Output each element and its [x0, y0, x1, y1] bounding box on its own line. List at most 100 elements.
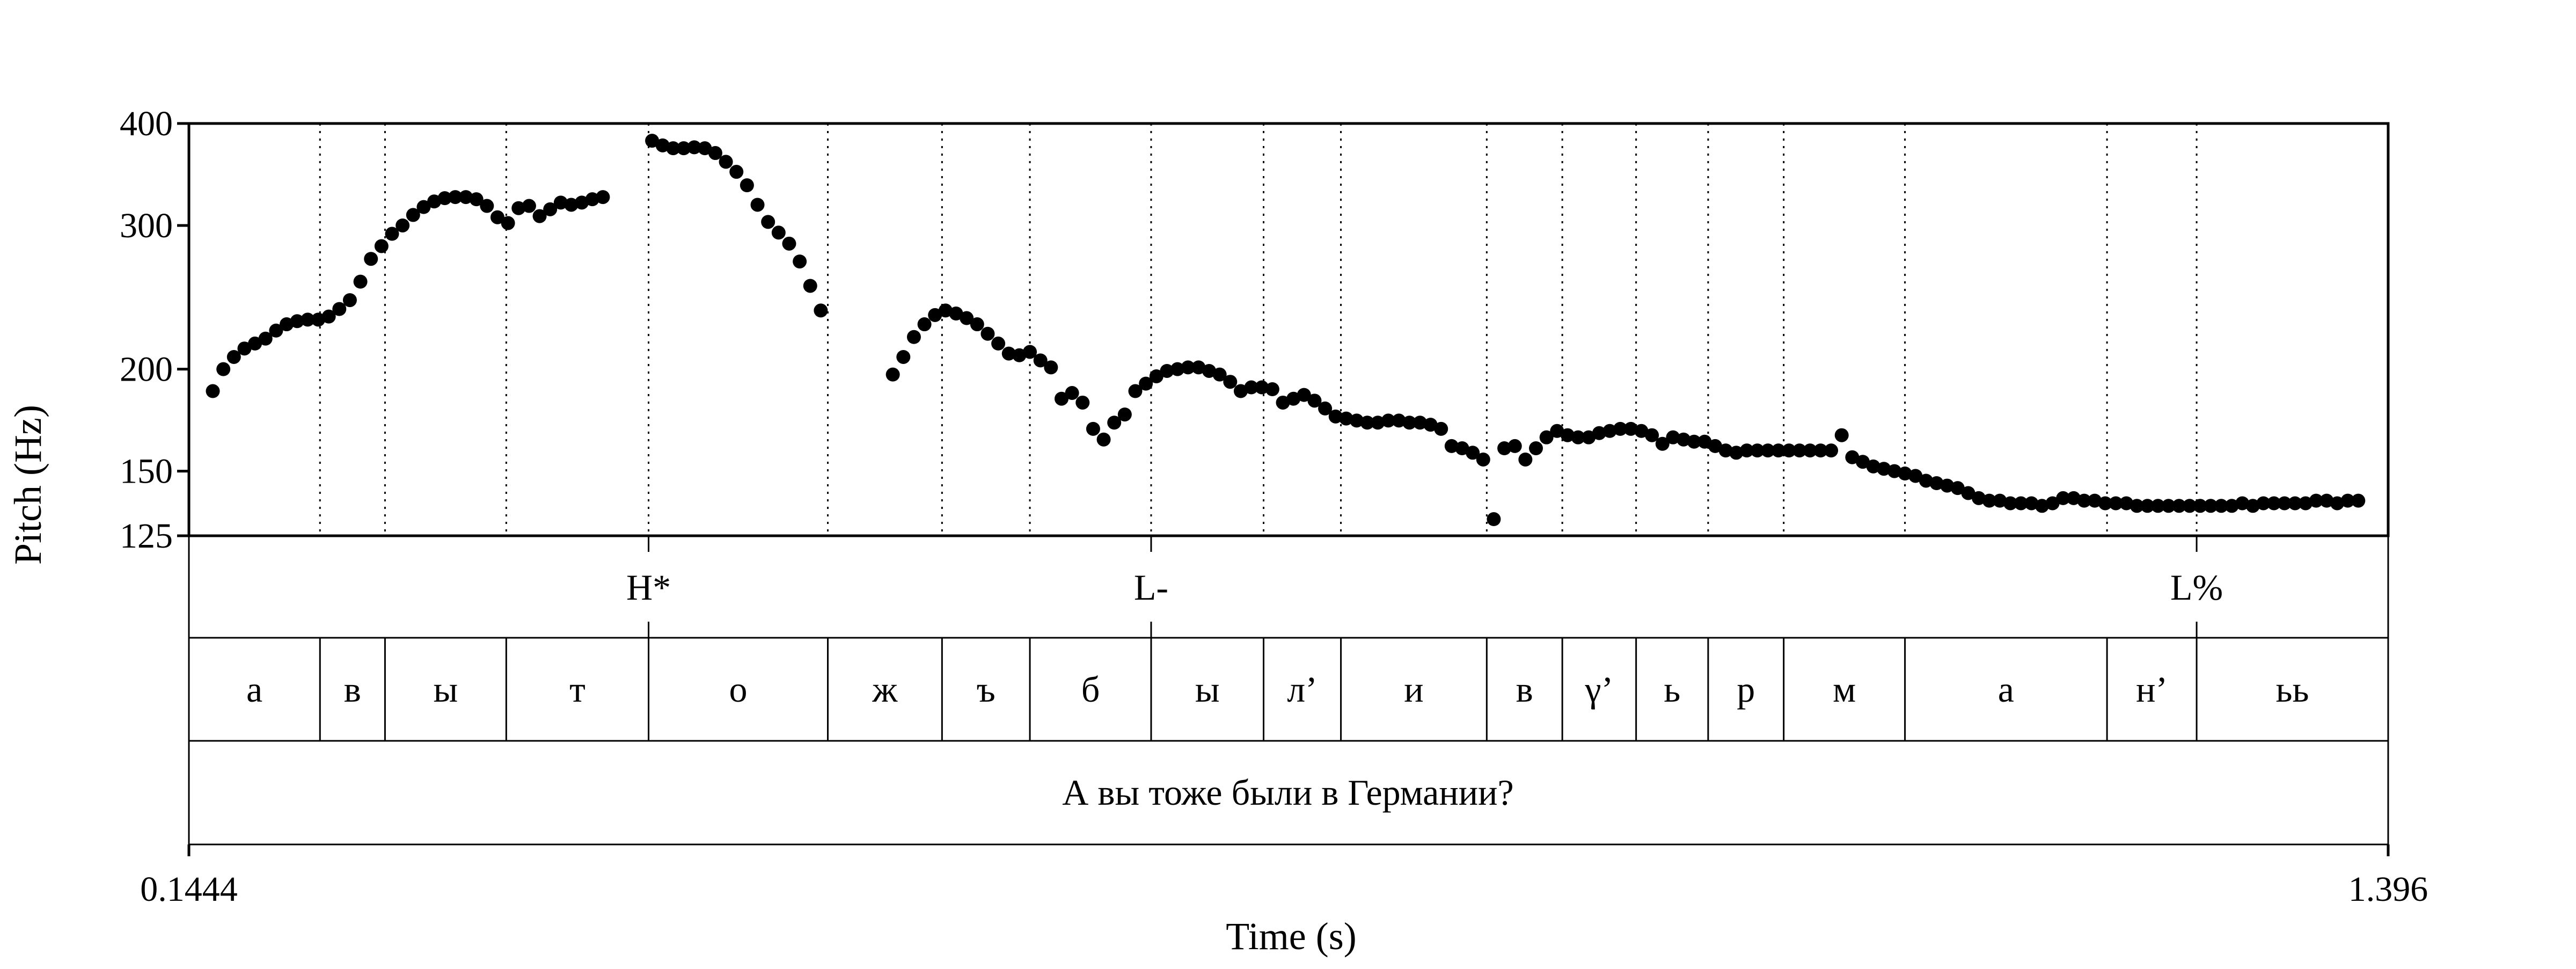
pitch-point	[1328, 409, 1343, 424]
pitch-point	[1286, 391, 1301, 406]
pitch-point	[1950, 481, 1965, 496]
pitch-point	[1044, 360, 1058, 375]
pitch-point	[761, 215, 775, 229]
pitch-point	[1972, 491, 1986, 505]
pitch-point	[2109, 496, 2123, 511]
pitch-point	[216, 362, 231, 376]
pitch-point	[364, 252, 378, 266]
pitch-point	[917, 317, 932, 332]
tone-tier: H* L- L%	[626, 536, 2223, 638]
pitch-point	[2151, 499, 2165, 513]
pitch-point	[2161, 499, 2176, 513]
pitch-point	[2140, 499, 2155, 513]
pitch-point	[1539, 430, 1554, 445]
pitch-point	[1718, 443, 1733, 458]
pitch-point	[1866, 459, 1880, 473]
pitch-point	[2204, 499, 2218, 513]
pitch-point	[1666, 430, 1680, 445]
pitch-point	[1244, 380, 1258, 395]
pitch-point	[1677, 432, 1691, 447]
pitch-point	[1571, 430, 1585, 445]
pitch-point	[1729, 446, 1744, 460]
pitch-point	[269, 323, 283, 338]
pitch-point	[1507, 439, 1522, 453]
pitch-point	[793, 254, 807, 269]
y-axis-title: Pitch (Hz)	[6, 405, 49, 565]
pitch-point	[2299, 496, 2313, 511]
pitch-point	[1856, 455, 1870, 469]
pitch-point	[1350, 413, 1364, 428]
pitch-point	[2256, 496, 2271, 511]
pitch-point	[1191, 360, 1206, 375]
pitch-point	[1107, 416, 1122, 430]
pitch-point	[1466, 446, 1480, 460]
pitch-point	[1065, 386, 1079, 400]
pitch-point	[2098, 496, 2112, 511]
pitch-point	[1212, 367, 1227, 382]
pitch-point	[1307, 394, 1322, 408]
pitch-point	[1845, 450, 1860, 464]
tone-label: L-	[1134, 567, 1168, 608]
pitch-point	[2193, 499, 2207, 513]
pitch-point	[2214, 499, 2228, 513]
pitch-point	[1128, 384, 1143, 398]
pitch-point	[2288, 496, 2302, 511]
pitch-point	[448, 190, 463, 205]
pitch-point	[1434, 421, 1448, 436]
pitch-point	[396, 218, 410, 232]
pitch-point	[374, 239, 389, 253]
pitch-point	[1834, 428, 1849, 442]
pitch-point	[437, 191, 452, 206]
pitch-point	[2014, 496, 2028, 511]
pitch-point	[1655, 436, 1670, 451]
pitch-panel-frame	[187, 122, 2390, 537]
pitch-point	[1739, 443, 1754, 458]
pitch-point	[1255, 380, 1269, 395]
pitch-point	[248, 336, 262, 351]
pitch-point	[1877, 462, 1891, 476]
pitch-point	[1170, 362, 1185, 376]
pitch-point	[353, 274, 368, 289]
pitch-point	[906, 330, 921, 344]
pitch-point	[896, 349, 911, 364]
pitch-point	[1117, 407, 1132, 422]
segment-tier: а в ы т о ж ъ б ы л’ и в γ’ ь р м а н’ ьь	[188, 535, 2389, 846]
pitch-point	[459, 190, 473, 205]
pitch-point	[2119, 496, 2134, 511]
pitch-point	[885, 367, 900, 382]
pitch-point	[928, 308, 942, 322]
pitch-point	[698, 141, 712, 156]
pitch-point	[803, 279, 817, 293]
pitch-point	[575, 195, 589, 210]
pitch-point	[2129, 499, 2144, 513]
pitch-point	[1149, 369, 1163, 384]
pitch-point	[2066, 491, 2081, 505]
pitch-point	[332, 302, 347, 316]
pitch-point	[427, 194, 442, 209]
pitch-point	[1518, 452, 1533, 467]
pitch-point	[1075, 395, 1090, 410]
pitch-point	[1012, 348, 1027, 362]
pitch-point	[2024, 496, 2039, 511]
segment-label: л’	[1287, 669, 1318, 710]
pitch-point	[1223, 375, 1238, 389]
pitch-point	[511, 201, 526, 215]
segment-label: γ’	[1585, 669, 1614, 710]
pitch-point	[1634, 424, 1649, 438]
segment-label: ж	[872, 669, 898, 710]
pitch-point	[1592, 426, 1606, 440]
pitch-point	[1276, 395, 1290, 410]
pitch-point	[2172, 499, 2186, 513]
tier-frame	[188, 535, 2389, 846]
pitch-point	[1139, 376, 1153, 391]
segment-label: в	[1516, 669, 1533, 710]
pitch-point	[1360, 416, 1374, 430]
pitch-point	[1392, 413, 1406, 428]
pitch-point	[2045, 496, 2060, 511]
pitch-point	[311, 312, 325, 327]
pitch-point	[771, 225, 786, 240]
pitch-point	[1023, 345, 1037, 359]
pitch-point	[1339, 411, 1353, 426]
pitch-point	[729, 165, 744, 179]
pitch-point	[1761, 443, 1775, 458]
